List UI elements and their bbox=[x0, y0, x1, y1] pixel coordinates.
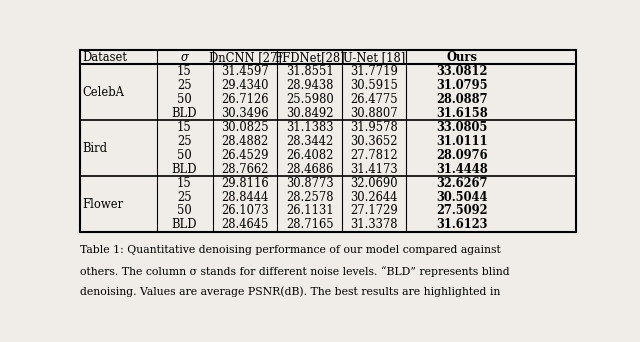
Text: Flower: Flower bbox=[83, 198, 124, 211]
Text: FFDNet[28]: FFDNet[28] bbox=[275, 51, 345, 64]
Text: 25.5980: 25.5980 bbox=[286, 93, 333, 106]
Text: 31.1383: 31.1383 bbox=[286, 121, 333, 134]
Text: 31.7719: 31.7719 bbox=[350, 65, 398, 78]
Text: 31.6158: 31.6158 bbox=[436, 107, 488, 120]
Text: 28.7165: 28.7165 bbox=[286, 219, 333, 232]
Text: BLD: BLD bbox=[172, 107, 197, 120]
Text: σ: σ bbox=[180, 51, 188, 64]
Text: 28.9438: 28.9438 bbox=[286, 79, 333, 92]
Text: 27.7812: 27.7812 bbox=[350, 148, 398, 161]
Text: 25: 25 bbox=[177, 190, 191, 203]
Text: 26.4775: 26.4775 bbox=[350, 93, 398, 106]
Text: 28.2578: 28.2578 bbox=[286, 190, 333, 203]
Text: others. The column σ stands for different noise levels. “BLD” represents blind: others. The column σ stands for differen… bbox=[80, 266, 509, 277]
Text: 15: 15 bbox=[177, 121, 191, 134]
Text: 30.5044: 30.5044 bbox=[436, 190, 488, 203]
Text: 26.1131: 26.1131 bbox=[286, 205, 333, 218]
Text: 33.0805: 33.0805 bbox=[436, 121, 488, 134]
Text: 31.3378: 31.3378 bbox=[350, 219, 398, 232]
Text: 31.0795: 31.0795 bbox=[436, 79, 488, 92]
Text: U-Net [18]: U-Net [18] bbox=[343, 51, 405, 64]
Text: 31.0111: 31.0111 bbox=[436, 135, 488, 148]
Text: 15: 15 bbox=[177, 176, 191, 189]
Text: 15: 15 bbox=[177, 65, 191, 78]
Text: 28.8444: 28.8444 bbox=[221, 190, 269, 203]
Text: 32.0690: 32.0690 bbox=[350, 176, 398, 189]
Text: 32.6267: 32.6267 bbox=[436, 176, 488, 189]
Text: 25: 25 bbox=[177, 79, 191, 92]
Text: 27.1729: 27.1729 bbox=[350, 205, 398, 218]
Text: 26.4082: 26.4082 bbox=[286, 148, 333, 161]
Text: 33.0812: 33.0812 bbox=[436, 65, 488, 78]
Text: Dataset: Dataset bbox=[83, 51, 127, 64]
Text: 31.4597: 31.4597 bbox=[221, 65, 269, 78]
Text: Table 1: Quantitative denoising performance of our model compared against: Table 1: Quantitative denoising performa… bbox=[80, 246, 500, 255]
Text: BLD: BLD bbox=[172, 162, 197, 175]
Text: 50: 50 bbox=[177, 205, 191, 218]
Text: 31.6123: 31.6123 bbox=[436, 219, 488, 232]
Text: denoising. Values are average PSNR(dB). The best results are highlighted in: denoising. Values are average PSNR(dB). … bbox=[80, 287, 500, 297]
Text: 26.1073: 26.1073 bbox=[221, 205, 269, 218]
Text: DnCNN [27]: DnCNN [27] bbox=[209, 51, 282, 64]
Text: 25: 25 bbox=[177, 135, 191, 148]
Text: Ours: Ours bbox=[447, 51, 477, 64]
Text: 28.4645: 28.4645 bbox=[221, 219, 269, 232]
Text: 30.8492: 30.8492 bbox=[286, 107, 333, 120]
Text: 30.8807: 30.8807 bbox=[350, 107, 398, 120]
Text: 29.4340: 29.4340 bbox=[221, 79, 269, 92]
Text: BLD: BLD bbox=[172, 219, 197, 232]
Text: 50: 50 bbox=[177, 93, 191, 106]
Text: 27.5092: 27.5092 bbox=[436, 205, 488, 218]
Text: 28.4882: 28.4882 bbox=[221, 135, 269, 148]
Text: 28.7662: 28.7662 bbox=[221, 162, 269, 175]
Text: 28.0887: 28.0887 bbox=[436, 93, 488, 106]
Text: 26.4529: 26.4529 bbox=[221, 148, 269, 161]
Text: 31.4448: 31.4448 bbox=[436, 162, 488, 175]
Text: 29.8116: 29.8116 bbox=[221, 176, 269, 189]
Text: 26.7126: 26.7126 bbox=[221, 93, 269, 106]
Text: 31.4173: 31.4173 bbox=[350, 162, 398, 175]
Text: CelebA: CelebA bbox=[83, 86, 124, 99]
Text: 30.0825: 30.0825 bbox=[221, 121, 269, 134]
Text: 28.0976: 28.0976 bbox=[436, 148, 488, 161]
Text: 30.8773: 30.8773 bbox=[286, 176, 333, 189]
Text: 31.9578: 31.9578 bbox=[350, 121, 398, 134]
Text: 28.4686: 28.4686 bbox=[286, 162, 333, 175]
Text: Bird: Bird bbox=[83, 142, 108, 155]
Text: 30.3652: 30.3652 bbox=[350, 135, 398, 148]
Text: 50: 50 bbox=[177, 148, 191, 161]
Text: 28.3442: 28.3442 bbox=[286, 135, 333, 148]
Text: 30.5915: 30.5915 bbox=[350, 79, 398, 92]
Text: 30.3496: 30.3496 bbox=[221, 107, 269, 120]
Text: 31.8551: 31.8551 bbox=[286, 65, 333, 78]
Text: 30.2644: 30.2644 bbox=[351, 190, 398, 203]
